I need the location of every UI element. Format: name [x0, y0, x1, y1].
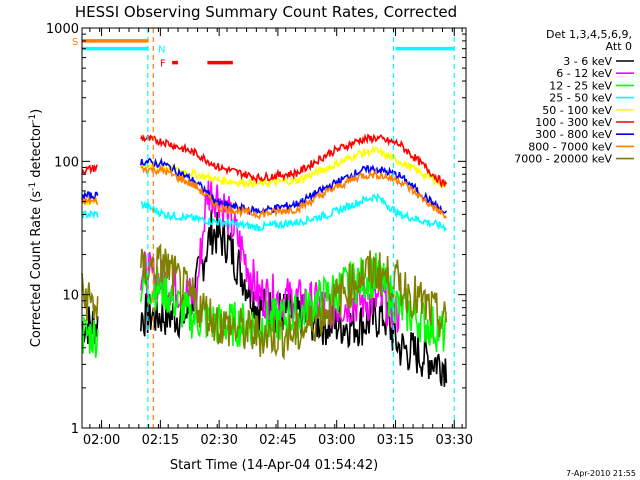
x-tick-label-02-15: 02:15: [142, 433, 179, 448]
legend-label-100-300-kev: 100 - 300 keV: [535, 116, 612, 129]
y-tick-label-10: 10: [62, 289, 79, 304]
series-line-800-7000-kev: [81, 164, 448, 220]
x-tick-label-02-30: 02:30: [200, 433, 237, 448]
legend-label-300-800-kev: 300 - 800 keV: [535, 128, 612, 141]
footer-date: 7-Apr-2010 21:55: [566, 469, 636, 478]
x-axis-label: Start Time (14-Apr-04 01:54:42): [170, 458, 378, 473]
series-line-7000-20000-kev: [81, 243, 448, 361]
flag-layer: S NF: [72, 37, 455, 70]
legend-label-7000-20000-kev: 7000 - 20000 keV: [514, 153, 612, 166]
legend-label-800-7000-kev: 800 - 7000 keV: [528, 140, 612, 153]
legend-label-50-100-kev: 50 - 100 keV: [542, 104, 612, 117]
legend-header-2: Att 0: [606, 40, 632, 53]
legend-label-6-12-kev: 6 - 12 keV: [556, 67, 612, 80]
x-tick-label-03-00: 03:00: [318, 433, 355, 448]
y-axis-label-end: ): [29, 109, 44, 114]
y-tick-label-100: 100: [54, 155, 79, 170]
x-tick-label-03-30: 03:30: [436, 433, 473, 448]
x-tick-label-02-45: 02:45: [259, 433, 296, 448]
chart-title: HESSI Observing Summary Count Rates, Cor…: [75, 3, 457, 21]
x-tick-label-03-15: 03:15: [377, 433, 414, 448]
plot-area: S NF 1 10 100 1000 02:00 02:15 02:30 02:45 03:00 0…: [46, 22, 473, 448]
series-layer: [81, 28, 455, 428]
series-line-25-50-kev: [81, 192, 448, 233]
plot-frame: [81, 27, 467, 429]
y-axis-label-sup1: -1: [28, 182, 38, 191]
series-line-12-25-kev: [81, 252, 448, 359]
legend-header-1: Det 1,3,4,5,6,9,: [546, 28, 632, 41]
flag-label-f: F: [160, 59, 166, 70]
series-line-100-300-kev: [81, 133, 448, 189]
y-axis-label-main: Corrected Count Rate (s: [29, 191, 44, 348]
axis-layer: 1 10 100 1000 02:00 02:15 02:30 02:45 03:00 03:15…: [46, 22, 473, 448]
flag-label-n: N: [158, 45, 165, 56]
legend-label-3-6-kev: 3 - 6 keV: [563, 55, 612, 68]
y-axis-label-sup2: -1: [28, 114, 38, 123]
y-axis-label-mid: detector: [29, 122, 44, 182]
x-tick-label-02-00: 02:00: [83, 433, 120, 448]
legend-label-12-25-kev: 12 - 25 keV: [549, 79, 612, 92]
flag-label-s: S: [72, 37, 78, 48]
y-tick-label-1000: 1000: [46, 22, 79, 37]
legend-label-25-50-kev: 25 - 50 keV: [549, 92, 612, 105]
y-tick-label-1: 1: [71, 422, 79, 437]
y-axis-label: Corrected Count Rate (s-1 detector-1): [28, 109, 44, 347]
